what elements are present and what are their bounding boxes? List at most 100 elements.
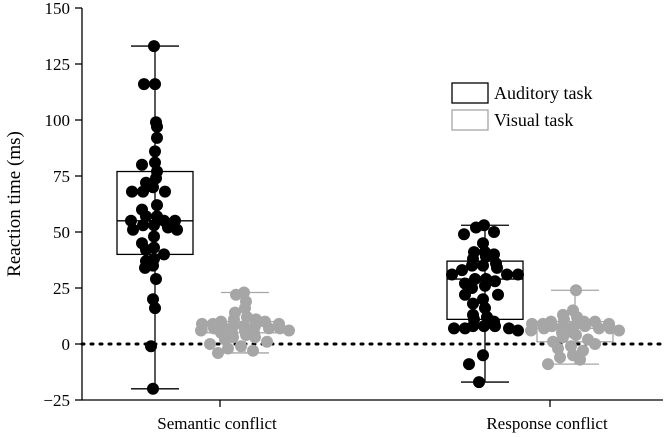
data-point	[477, 293, 489, 306]
data-point	[579, 320, 591, 333]
data-point	[151, 120, 163, 133]
data-point	[147, 293, 159, 306]
data-point	[554, 351, 566, 364]
data-point	[492, 288, 504, 301]
data-point	[204, 338, 216, 350]
data-point	[512, 324, 524, 337]
data-point	[477, 259, 489, 272]
data-point	[467, 297, 479, 310]
data-point	[151, 131, 163, 144]
data-point	[473, 376, 485, 389]
data-point	[137, 185, 149, 198]
data-point	[570, 329, 582, 342]
data-point	[263, 322, 275, 335]
data-point	[446, 268, 458, 281]
plot-area	[80, 40, 665, 395]
data-point	[512, 268, 524, 281]
data-point	[159, 185, 171, 198]
y-tick-label: 150	[45, 0, 71, 18]
data-point	[240, 329, 252, 342]
y-tick-label: −25	[43, 391, 70, 410]
data-point	[149, 156, 161, 169]
box-1-1	[525, 284, 625, 371]
data-point	[570, 284, 582, 297]
data-point	[195, 324, 207, 337]
data-point	[479, 302, 491, 315]
data-point	[478, 320, 490, 333]
data-point	[491, 261, 503, 274]
y-tick-label: 75	[53, 167, 70, 186]
box-0-0	[116, 40, 194, 395]
data-point	[593, 322, 605, 335]
y-tick-label: 100	[45, 111, 71, 130]
data-point	[565, 340, 577, 353]
data-point	[147, 382, 159, 395]
data-point	[249, 331, 261, 344]
data-point	[489, 320, 501, 333]
data-point	[283, 324, 295, 337]
data-point	[239, 302, 251, 315]
data-point	[613, 324, 625, 337]
data-point	[458, 228, 470, 241]
data-point	[126, 185, 138, 198]
data-point	[448, 322, 460, 335]
y-tick-label: 25	[53, 279, 70, 298]
data-point	[503, 322, 515, 335]
data-point	[538, 322, 550, 335]
data-point	[136, 158, 148, 171]
data-point	[147, 181, 159, 194]
data-point	[489, 275, 501, 288]
data-point	[138, 78, 150, 91]
data-point	[477, 237, 489, 250]
legend: Auditory task Visual task	[451, 82, 593, 131]
data-point	[148, 40, 160, 53]
data-point	[162, 221, 174, 234]
data-point	[230, 288, 242, 301]
data-point	[127, 223, 139, 236]
data-point	[125, 214, 137, 227]
data-point	[525, 324, 537, 337]
data-point	[552, 342, 564, 355]
box-0-1	[446, 219, 524, 389]
data-point	[158, 248, 170, 261]
data-point	[542, 358, 554, 371]
data-point	[145, 340, 157, 353]
data-point	[456, 264, 468, 277]
data-point	[459, 322, 471, 335]
box-1-0	[195, 286, 295, 359]
data-point	[574, 353, 586, 366]
data-point	[604, 322, 616, 335]
data-point	[235, 340, 247, 353]
data-point	[488, 226, 500, 238]
legend-label-0: Auditory task	[494, 83, 593, 103]
data-point	[149, 302, 161, 315]
x-tick-label: Semantic conflict	[157, 414, 277, 433]
data-point	[459, 288, 471, 301]
legend-label-1: Visual task	[494, 110, 573, 130]
data-point	[463, 358, 475, 371]
data-point	[589, 338, 601, 350]
data-point	[212, 346, 224, 359]
data-point	[222, 342, 234, 355]
y-tick-label: 125	[45, 55, 71, 74]
data-point	[148, 230, 160, 243]
y-tick-label: 50	[53, 223, 70, 242]
data-point	[140, 243, 152, 256]
data-point	[150, 273, 162, 286]
data-point	[479, 279, 491, 292]
data-point	[149, 145, 161, 158]
legend-swatch-1	[451, 109, 489, 131]
data-point	[261, 335, 273, 348]
data-point	[151, 199, 163, 212]
data-point	[466, 259, 478, 272]
data-point	[247, 344, 259, 357]
x-tick-label: Response conflict	[486, 414, 608, 433]
data-point	[171, 223, 183, 236]
y-axis-title: Reaction time (ms)	[4, 131, 25, 277]
data-point	[149, 78, 161, 91]
data-point	[148, 219, 160, 232]
y-tick-label: 0	[62, 335, 71, 354]
data-point	[470, 221, 482, 234]
data-point	[557, 331, 569, 344]
